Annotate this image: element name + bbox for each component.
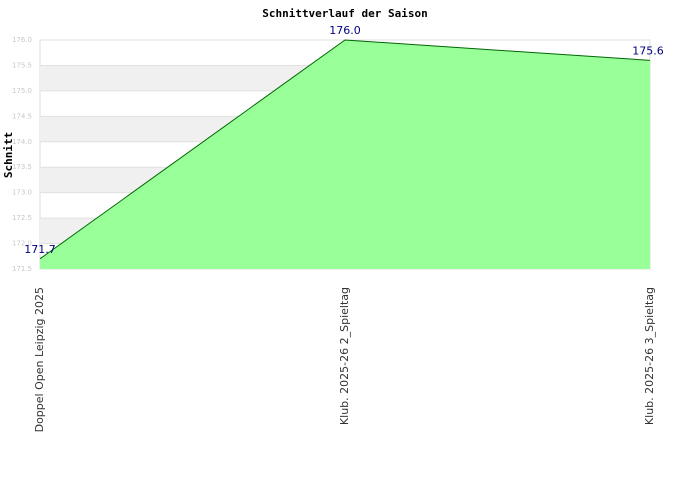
chart-title: Schnittverlauf der Saison: [262, 7, 428, 20]
y-tick-label: 171.5: [12, 265, 32, 273]
y-tick-label: 173.5: [12, 163, 32, 171]
y-tick-label: 173.0: [12, 189, 32, 197]
y-axis-label: Schnitt: [2, 132, 15, 178]
y-tick-label: 175.0: [12, 87, 32, 95]
y-tick-label: 176.0: [12, 36, 32, 44]
x-tick-label: Klub. 2025-26 2_Spieltag: [338, 287, 351, 425]
value-label: 175.6: [632, 44, 664, 57]
x-tick-label: Klub. 2025-26 3_Spieltag: [643, 287, 656, 425]
y-tick-label: 172.5: [12, 214, 32, 222]
area: [40, 40, 650, 269]
y-tick-label: 175.5: [12, 61, 32, 69]
y-tick-label: 174.5: [12, 112, 32, 120]
value-label: 171.7: [24, 243, 56, 256]
line: [39, 39, 651, 260]
value-label: 176.0: [329, 24, 361, 37]
y-tick-label: 174.0: [12, 138, 32, 146]
x-tick-label: Doppel Open Leipzig 2025: [33, 287, 46, 432]
y-tick-label: 172.0: [12, 240, 32, 248]
